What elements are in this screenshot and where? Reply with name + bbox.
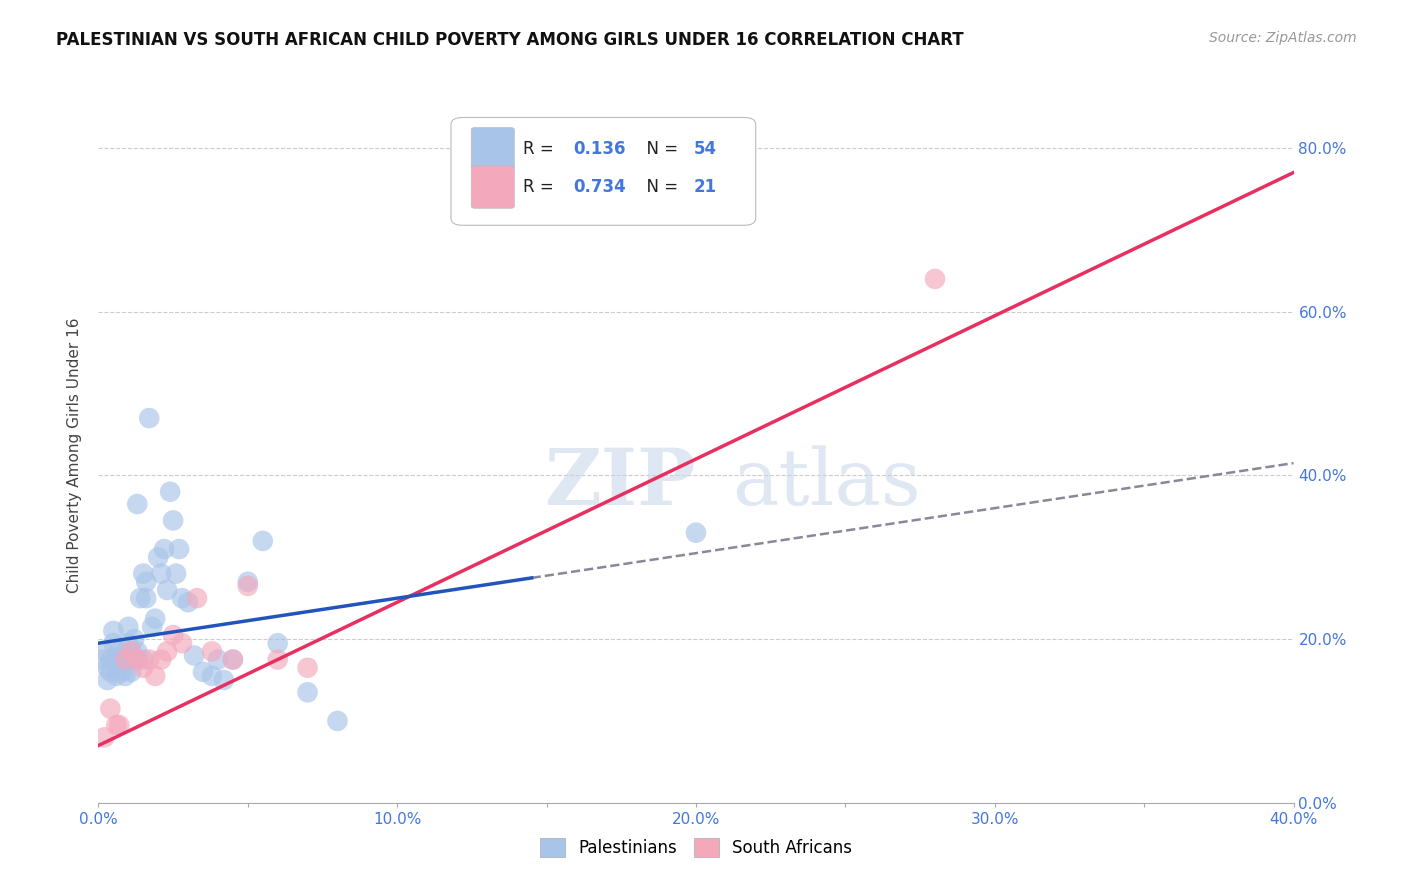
Point [114,652,136,666]
Text: 21: 21 [693,178,717,196]
Point [98,701,122,715]
Point [236,574,259,589]
Point [103,636,125,650]
Point [124,632,146,646]
Point [297,661,319,675]
Point [90,652,112,666]
Point [114,652,136,666]
Point [96,661,118,675]
Point [135,574,157,589]
Point [150,652,173,666]
Point [156,582,179,597]
Text: N =: N = [636,178,683,196]
Text: 0.136: 0.136 [572,140,626,158]
Point [326,714,349,728]
Text: N =: N = [636,140,683,158]
Point [924,272,946,286]
Point [167,542,190,557]
Point [186,591,208,606]
Point [267,636,290,650]
Point [236,579,259,593]
Point [159,484,181,499]
Text: PALESTINIAN VS SOUTH AFRICAN CHILD POVERTY AMONG GIRLS UNDER 16 CORRELATION CHAR: PALESTINIAN VS SOUTH AFRICAN CHILD POVER… [56,31,965,49]
Text: R =: R = [523,140,558,158]
Point [177,595,200,609]
Point [105,652,128,666]
Y-axis label: Child Poverty Among Girls Under 16: Child Poverty Among Girls Under 16 [67,318,83,592]
Point [172,636,194,650]
Point [153,542,176,557]
Point [222,652,245,666]
Point [201,644,224,658]
Point [252,533,274,548]
FancyBboxPatch shape [471,128,515,170]
Point [129,591,152,606]
Point [183,648,205,663]
Point [117,620,139,634]
Point [162,628,184,642]
Point [108,657,131,671]
Text: ZIP: ZIP [544,445,696,521]
Point [103,624,125,638]
Point [117,636,139,650]
Point [132,661,155,675]
Point [98,665,122,679]
Point [124,652,146,666]
Text: 54: 54 [693,140,717,158]
Point [138,411,160,425]
Point [120,665,142,679]
Point [138,652,160,666]
FancyBboxPatch shape [451,118,756,226]
Point [111,648,134,663]
Point [127,652,149,666]
Point [111,665,134,679]
Point [156,644,179,658]
Point [105,718,128,732]
Point [143,669,166,683]
Point [162,513,184,527]
Text: Source: ZipAtlas.com: Source: ZipAtlas.com [1209,31,1357,45]
Point [207,652,229,666]
Point [150,566,173,581]
FancyBboxPatch shape [471,166,515,208]
Point [132,566,155,581]
Point [148,550,170,565]
Point [165,566,187,581]
Point [172,591,194,606]
Point [297,685,319,699]
Point [93,731,115,745]
Point [267,652,290,666]
Point [127,644,149,658]
Point [120,644,142,658]
Point [191,665,214,679]
Point [212,673,235,687]
Point [222,652,245,666]
Point [135,591,157,606]
Point [143,612,166,626]
Point [108,718,131,732]
Text: 0.734: 0.734 [572,178,626,196]
Point [127,497,149,511]
Text: atlas: atlas [733,445,921,521]
Point [114,669,136,683]
Point [96,673,118,687]
Text: R =: R = [523,178,558,196]
Point [105,669,128,683]
Point [93,644,115,658]
Point [141,620,163,634]
Point [108,644,131,658]
Legend: Palestinians, South Africans: Palestinians, South Africans [533,831,859,864]
Point [98,652,122,666]
Point [120,644,142,658]
Point [201,669,224,683]
Point [685,525,707,540]
Point [132,652,155,666]
